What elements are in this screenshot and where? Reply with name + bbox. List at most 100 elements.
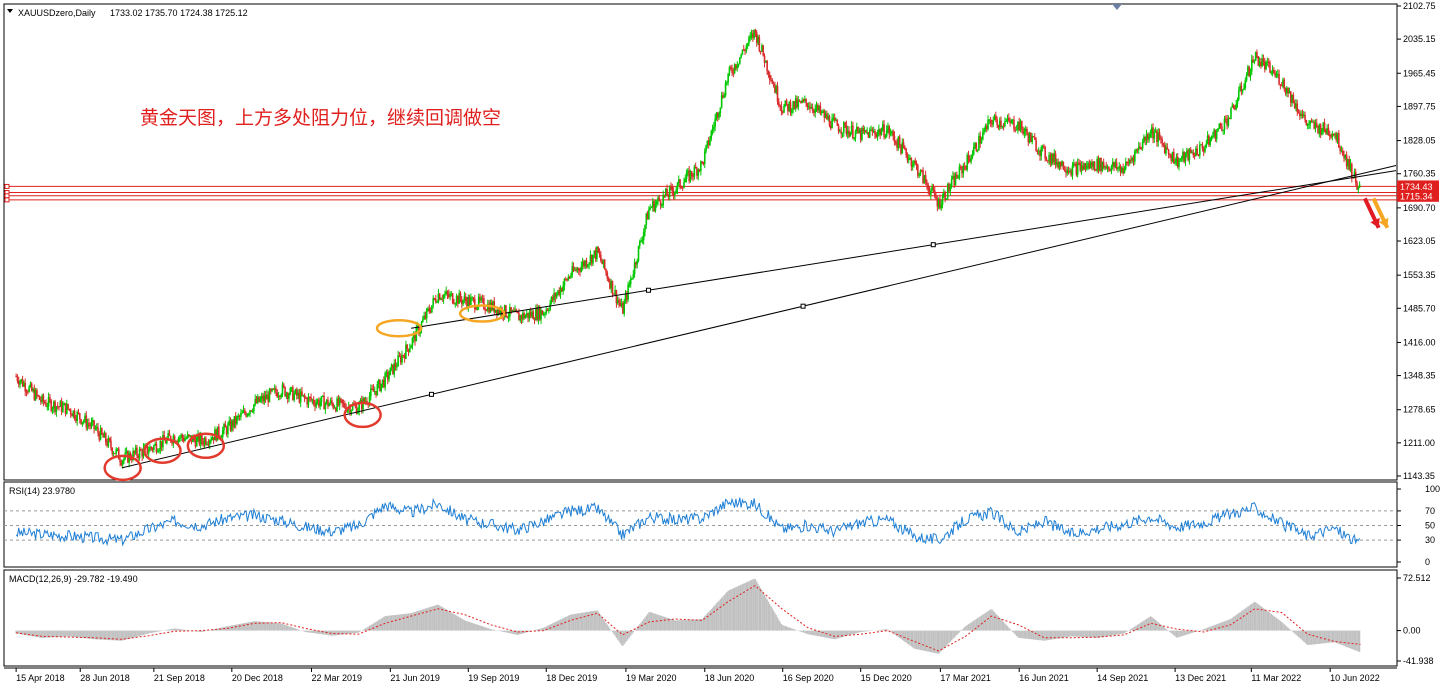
price-tick-label: 1623.05 — [1403, 236, 1436, 246]
candle-body — [64, 403, 67, 414]
candle-body — [119, 459, 121, 463]
candle-body — [840, 131, 842, 134]
candle-body — [233, 416, 236, 427]
candle-body — [1166, 147, 1169, 150]
candle-body — [160, 440, 163, 448]
candle-body — [103, 433, 106, 438]
candle-body — [1201, 144, 1204, 149]
candle-body — [1132, 157, 1135, 162]
price-tick-label: 1760.35 — [1403, 169, 1436, 179]
candle-body — [545, 309, 548, 314]
candle-body — [484, 308, 486, 311]
candle-body — [1204, 147, 1206, 152]
candle-body — [1291, 94, 1293, 103]
candle-body — [255, 399, 258, 403]
candle-body — [1213, 129, 1215, 137]
candle-body — [633, 262, 636, 275]
candle-body — [90, 422, 93, 427]
candle-body — [1115, 162, 1118, 169]
candle-body — [1030, 133, 1032, 143]
candle-body — [918, 174, 920, 176]
candle-body — [327, 399, 329, 407]
candle-body — [1325, 129, 1327, 134]
candle-body — [1282, 79, 1284, 86]
candle-body — [649, 207, 651, 210]
candle-body — [1239, 85, 1241, 91]
price-tick-label: 1278.65 — [1403, 405, 1436, 415]
trendline-upper — [411, 170, 1397, 329]
candle-body — [594, 250, 597, 259]
candle-body — [632, 274, 635, 278]
candle-body — [188, 434, 190, 436]
candle-body — [1015, 129, 1018, 131]
candle-body — [290, 387, 293, 389]
candle-body — [518, 313, 520, 321]
candle-body — [519, 315, 522, 321]
candle-body — [679, 179, 681, 188]
candle-body — [181, 434, 184, 438]
candle-body — [872, 130, 875, 132]
candle-body — [709, 139, 711, 146]
candle-body — [1145, 134, 1148, 141]
candle-body — [758, 37, 761, 51]
candle-body — [55, 406, 58, 413]
candle-body — [1260, 61, 1262, 66]
candle-body — [399, 356, 402, 363]
candle-body — [162, 435, 164, 448]
candle-body — [1237, 90, 1240, 100]
candle-body — [390, 364, 393, 368]
candle-body — [763, 55, 766, 63]
candle-body — [249, 410, 251, 414]
candle-body — [464, 296, 467, 301]
candle-body — [1276, 74, 1279, 76]
candle-body — [1049, 154, 1052, 164]
candle-body — [933, 190, 936, 197]
candle-body — [645, 213, 648, 226]
price-tag — [1397, 180, 1439, 193]
candle-body — [472, 297, 475, 299]
candle-body — [247, 413, 250, 415]
candle-body — [956, 174, 958, 179]
candle-body — [688, 170, 690, 182]
candle-body — [931, 186, 933, 191]
trendline-anchor — [645, 287, 651, 293]
candle-body — [1323, 122, 1326, 130]
candle-body — [650, 207, 653, 209]
candle-body — [516, 311, 519, 314]
candle-body — [168, 433, 171, 437]
candle-body — [892, 131, 894, 136]
candle-body — [1240, 85, 1243, 92]
candle-body — [559, 288, 562, 295]
candle-body — [207, 443, 210, 445]
candle-body — [116, 448, 119, 450]
candle-body — [614, 290, 616, 295]
candle-body — [194, 439, 197, 447]
candle-body — [801, 99, 804, 103]
candle-body — [514, 309, 516, 312]
candle-body — [610, 280, 613, 289]
price-tick-label: 1348.35 — [1403, 371, 1436, 381]
candle-body — [855, 126, 858, 132]
candle-body — [779, 105, 781, 107]
candle-body — [268, 389, 271, 403]
candle-body — [240, 412, 242, 417]
time-tick-label: 13 Dec 2021 — [1175, 673, 1226, 683]
price-tick-label: 1416.00 — [1403, 337, 1436, 347]
candle-body — [701, 161, 703, 163]
time-tick-label: 15 Apr 2018 — [16, 673, 65, 683]
candle-body — [1136, 149, 1139, 151]
candle-body — [887, 126, 889, 130]
candle-body — [600, 254, 602, 261]
candle-body — [820, 111, 823, 113]
candle-body — [36, 390, 38, 396]
candle-body — [59, 401, 62, 407]
candle-body — [579, 270, 581, 272]
candle-body — [1108, 166, 1110, 170]
candle-body — [982, 132, 984, 140]
candle-body — [761, 45, 763, 51]
time-tick-label: 19 Mar 2020 — [626, 673, 677, 683]
candle-body — [692, 176, 694, 178]
candle-body — [1322, 122, 1325, 132]
candle-body — [671, 186, 674, 192]
candle-body — [218, 426, 220, 437]
